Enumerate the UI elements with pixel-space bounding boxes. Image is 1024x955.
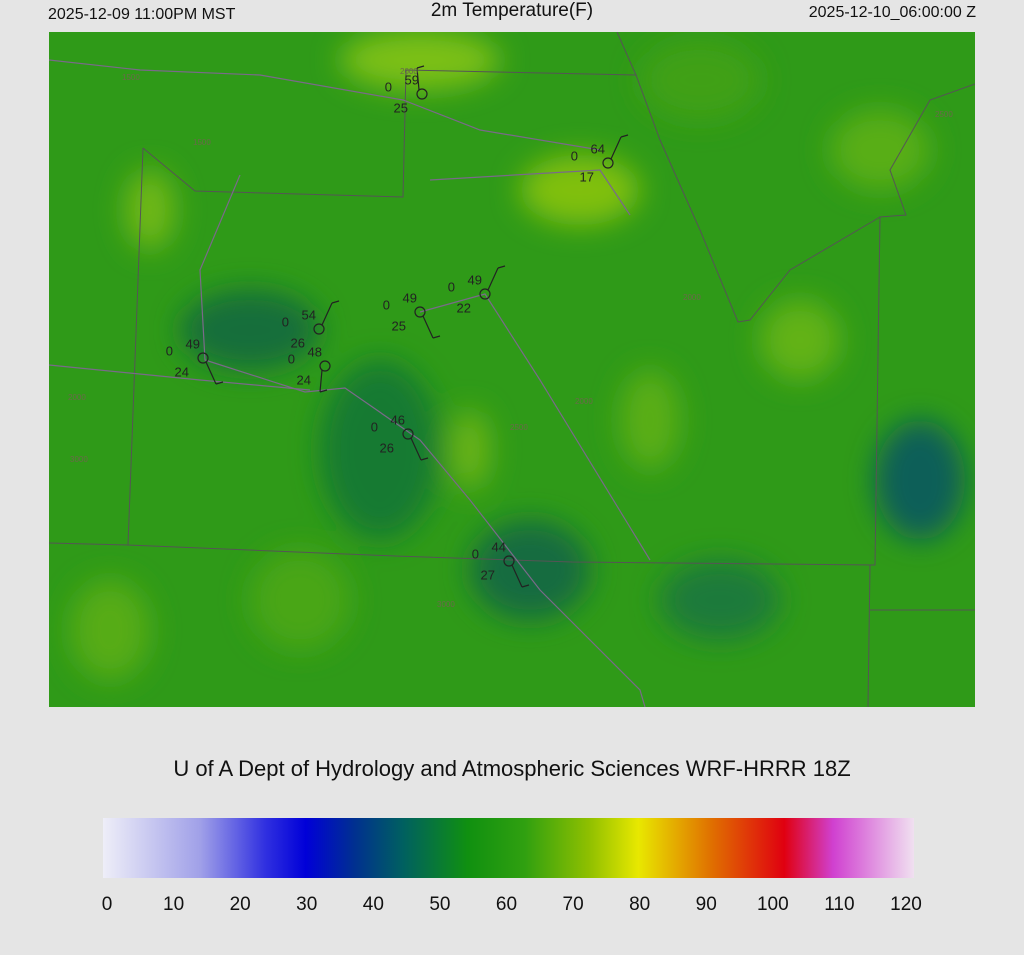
station-dewpoint: 24 bbox=[297, 372, 311, 387]
station-circle bbox=[503, 555, 515, 567]
station-circle bbox=[416, 88, 428, 100]
contour-label: 2500 bbox=[935, 110, 953, 119]
station-temp: 54 bbox=[302, 307, 316, 322]
station-dewpoint: 17 bbox=[580, 169, 594, 184]
wind-barb bbox=[511, 564, 523, 588]
station-circle bbox=[197, 352, 209, 364]
wind-barb bbox=[331, 300, 340, 304]
station-temp: 46 bbox=[391, 412, 405, 427]
station-circle bbox=[479, 288, 491, 300]
wind-barb bbox=[205, 361, 217, 385]
wind-barb bbox=[416, 67, 420, 91]
wind-barb bbox=[620, 134, 629, 138]
colorbar-tick-label: 110 bbox=[824, 894, 854, 915]
station-value: 0 bbox=[571, 148, 578, 163]
wind-barb bbox=[321, 302, 333, 326]
wind-barb bbox=[497, 265, 506, 269]
station-dewpoint: 27 bbox=[481, 567, 495, 582]
contour-label: 3000 bbox=[70, 455, 88, 464]
wind-barb bbox=[319, 369, 323, 393]
station-temp: 49 bbox=[186, 336, 200, 351]
station-value: 0 bbox=[371, 419, 378, 434]
footer-credit: U of A Dept of Hydrology and Atmospheric… bbox=[173, 756, 850, 781]
station-value: 0 bbox=[166, 343, 173, 358]
contour-label: 2000 bbox=[683, 293, 701, 302]
station-dewpoint: 26 bbox=[380, 440, 394, 455]
colorbar-tick-label: 90 bbox=[696, 894, 717, 915]
station-dewpoint: 25 bbox=[394, 100, 408, 115]
map-title: 2m Temperature(F) bbox=[431, 0, 593, 21]
colorbar-tick-label: 80 bbox=[629, 894, 650, 915]
colorbar-tick-label: 40 bbox=[363, 894, 384, 915]
map bbox=[49, 32, 975, 707]
station-value: 0 bbox=[448, 279, 455, 294]
station-circle bbox=[319, 360, 331, 372]
station-circle bbox=[414, 306, 426, 318]
contour-label: 2500 bbox=[510, 423, 528, 432]
station-dewpoint: 25 bbox=[392, 318, 406, 333]
wind-barb bbox=[487, 267, 499, 291]
station-circle bbox=[402, 428, 414, 440]
station-dewpoint: 22 bbox=[457, 300, 471, 315]
station-value: 0 bbox=[385, 79, 392, 94]
wind-barb bbox=[422, 315, 434, 339]
wind-barb bbox=[410, 437, 422, 461]
colorbar-ticks: 0 10 20 30 40 50 60 70 80 90 100 110 120 bbox=[102, 894, 922, 915]
station-dewpoint: 24 bbox=[175, 364, 189, 379]
station-temp: 49 bbox=[468, 272, 482, 287]
colorbar-tick-label: 20 bbox=[230, 894, 251, 915]
wind-barb bbox=[416, 65, 425, 69]
wind-barb bbox=[432, 335, 441, 339]
wind-barb bbox=[610, 136, 622, 160]
wind-barb bbox=[319, 389, 328, 393]
contour-label: 3000 bbox=[437, 600, 455, 609]
contour-label: 2000 bbox=[400, 67, 418, 76]
wind-barb bbox=[215, 381, 224, 385]
wind-barb bbox=[521, 584, 530, 588]
station-temp: 64 bbox=[591, 141, 605, 156]
colorbar-tick-label: 50 bbox=[429, 894, 450, 915]
station-plots: 5902564017490224902554026480244902446026… bbox=[166, 65, 629, 588]
colorbar-tick-label: 60 bbox=[496, 894, 517, 915]
station-value: 0 bbox=[282, 314, 289, 329]
contour-label: 1500 bbox=[122, 73, 140, 82]
colorbar bbox=[103, 818, 914, 878]
station-temp: 44 bbox=[492, 539, 506, 554]
contour-label: 2000 bbox=[575, 397, 593, 406]
station-circle bbox=[602, 157, 614, 169]
valid-local: 2025-12-09 11:00PM MST bbox=[48, 6, 236, 23]
wind-barb bbox=[420, 457, 429, 461]
station-value: 0 bbox=[383, 297, 390, 312]
colorbar-tick-label: 30 bbox=[296, 894, 317, 915]
valid-utc: 2025-12-10_06:00:00 Z bbox=[809, 4, 976, 21]
colorbar-tick-label: 70 bbox=[563, 894, 584, 915]
colorbar-tick-label: 0 bbox=[102, 894, 113, 915]
station-temp: 49 bbox=[403, 290, 417, 305]
boundaries bbox=[49, 32, 975, 707]
contour-label: 2000 bbox=[68, 393, 86, 402]
station-temp: 59 bbox=[405, 72, 419, 87]
station-value: 0 bbox=[472, 546, 479, 561]
colorbar-tick-label: 100 bbox=[757, 894, 789, 915]
colorbar-tick-label: 120 bbox=[890, 894, 922, 915]
station-value: 0 bbox=[288, 351, 295, 366]
colorbar-tick-label: 10 bbox=[163, 894, 184, 915]
roads bbox=[49, 59, 651, 707]
station-temp: 48 bbox=[308, 344, 322, 359]
contour-label: 1500 bbox=[193, 138, 211, 147]
station-dewpoint: 26 bbox=[291, 335, 305, 350]
station-circle bbox=[313, 323, 325, 335]
